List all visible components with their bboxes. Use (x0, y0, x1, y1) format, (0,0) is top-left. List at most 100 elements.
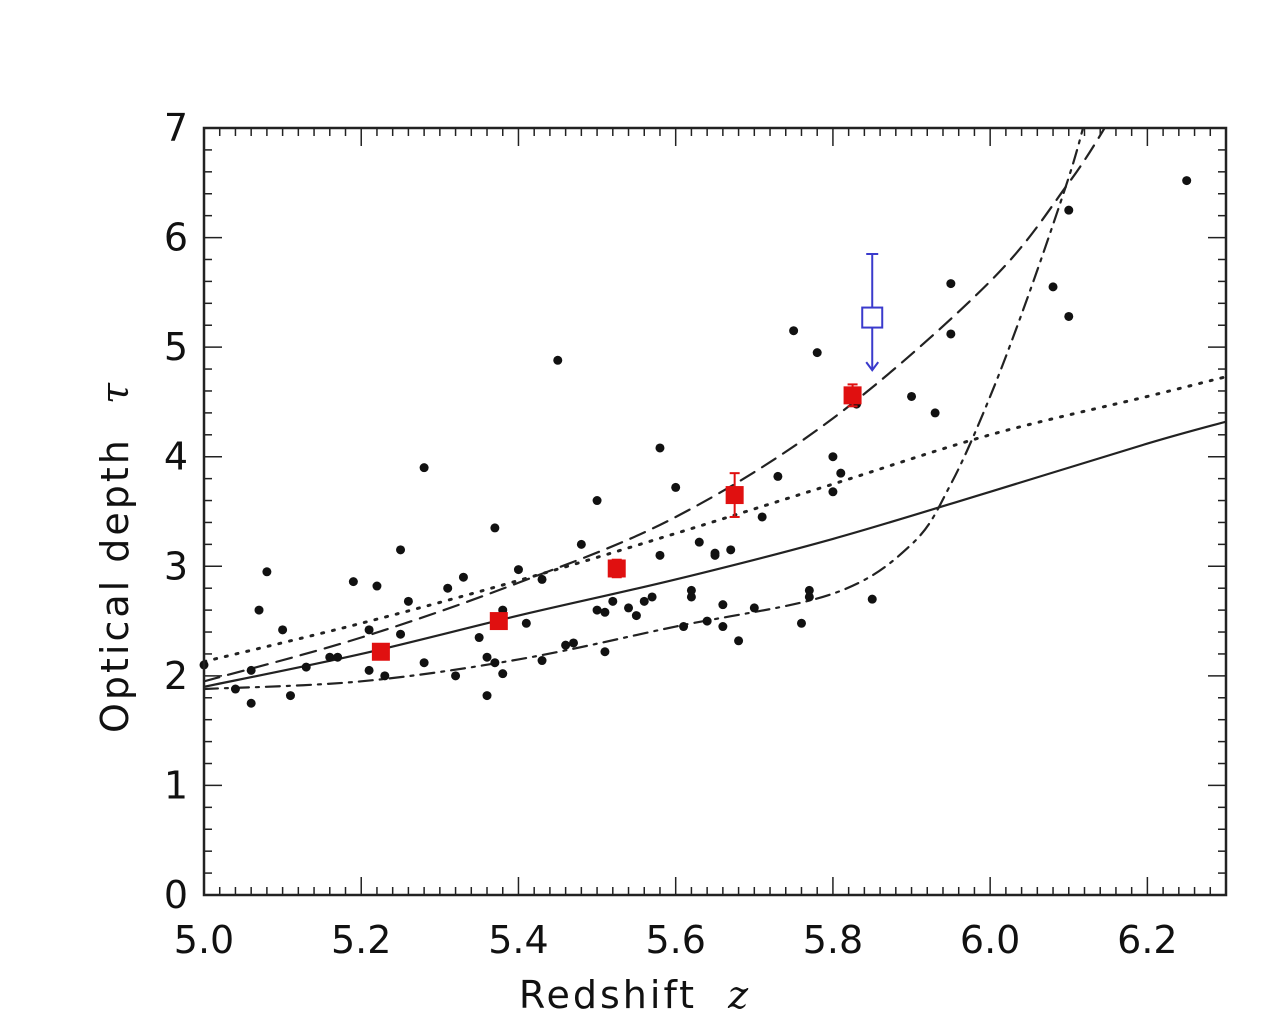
data-point (592, 605, 602, 615)
data-point (576, 539, 586, 549)
data-point (1064, 311, 1074, 321)
data-point (804, 585, 814, 595)
data-point (828, 487, 838, 497)
data-point (592, 496, 602, 506)
binned-points (371, 383, 862, 661)
data-point (631, 611, 641, 621)
data-point (867, 594, 877, 604)
data-point (671, 482, 681, 492)
data-point (726, 545, 736, 555)
data-point (568, 638, 578, 648)
data-point (230, 684, 240, 694)
data-point (380, 671, 390, 681)
x-tick-labels: 5.0 5.2 5.4 5.6 5.8 6.0 6.2 (174, 918, 1178, 962)
highlight-point (861, 306, 884, 329)
data-point (396, 629, 406, 639)
data-point (482, 652, 492, 662)
data-point (482, 691, 492, 701)
data-point (946, 329, 956, 339)
data-point (804, 592, 814, 602)
data-point (364, 665, 374, 675)
highlight-point (861, 253, 884, 372)
x-tick-label: 5.2 (331, 918, 391, 962)
y-tick-label: 1 (164, 763, 188, 807)
x-tick-label: 5.6 (645, 918, 705, 962)
x-tick-label: 5.0 (174, 918, 234, 962)
y-tick-label: 6 (164, 216, 188, 260)
data-point (930, 408, 940, 418)
data-point (718, 600, 728, 610)
data-point (812, 348, 822, 358)
y-tick-labels: 0 1 2 3 4 5 6 7 (164, 106, 188, 917)
y-tick-label: 7 (164, 106, 188, 150)
data-point (553, 355, 563, 365)
data-point (246, 698, 256, 708)
y-tick-label: 4 (164, 435, 188, 479)
axis-ticks (203, 127, 1227, 896)
data-point (600, 607, 610, 617)
data-point (561, 640, 571, 650)
y-axis-label-symbol: τ (93, 380, 137, 404)
data-point (600, 647, 610, 657)
y-tick-label: 0 (164, 873, 188, 917)
data-point (278, 625, 288, 635)
data-point (946, 279, 956, 289)
data-point (262, 567, 272, 577)
x-axis-label: Redshift z (519, 973, 751, 1017)
curve-dotted (204, 375, 1226, 664)
y-axis-label: Optical depth τ (93, 380, 137, 733)
data-point (451, 671, 461, 681)
plot-frame (202, 126, 1228, 897)
data-point (679, 622, 689, 632)
data-point (490, 658, 500, 668)
model-curves (204, 128, 1226, 691)
y-tick-label: 2 (164, 654, 188, 698)
data-point (403, 596, 413, 606)
data-point (694, 537, 704, 547)
data-point (647, 592, 657, 602)
x-axis-label-symbol: z (727, 973, 751, 1017)
data-point (686, 592, 696, 602)
data-point (490, 523, 500, 533)
data-point (1064, 205, 1074, 215)
data-point (608, 596, 618, 606)
x-tick-label: 5.8 (803, 918, 863, 962)
data-point (1182, 176, 1192, 186)
data-point (458, 572, 468, 582)
binned-point (607, 559, 626, 578)
data-point (655, 550, 665, 560)
data-point (372, 581, 382, 591)
binned-point (725, 486, 744, 505)
data-point (702, 616, 712, 626)
data-point (364, 625, 374, 635)
data-point (254, 605, 264, 615)
binned-point (489, 612, 508, 631)
data-point (757, 512, 767, 522)
data-point (773, 471, 783, 481)
data-point (513, 565, 523, 575)
data-point (836, 468, 846, 478)
data-point (907, 391, 917, 401)
data-point (718, 622, 728, 632)
data-point (686, 585, 696, 595)
data-point (333, 652, 343, 662)
data-point (796, 618, 806, 628)
x-tick-label: 6.2 (1117, 918, 1177, 962)
data-point (639, 596, 649, 606)
x-tick-label: 6.0 (960, 918, 1020, 962)
y-tick-label: 5 (164, 325, 188, 369)
data-point (419, 463, 429, 473)
data-point (246, 665, 256, 675)
data-point (285, 691, 295, 701)
curve-dashdot (204, 128, 1085, 691)
data-point (734, 636, 744, 646)
binned-point (371, 642, 390, 661)
highlight-arrow (865, 361, 880, 372)
data-point (710, 550, 720, 560)
data-point (537, 656, 547, 666)
curve-dashed (204, 128, 1106, 683)
data-point (419, 658, 429, 668)
data-point (749, 603, 759, 613)
data-point (1048, 282, 1058, 292)
